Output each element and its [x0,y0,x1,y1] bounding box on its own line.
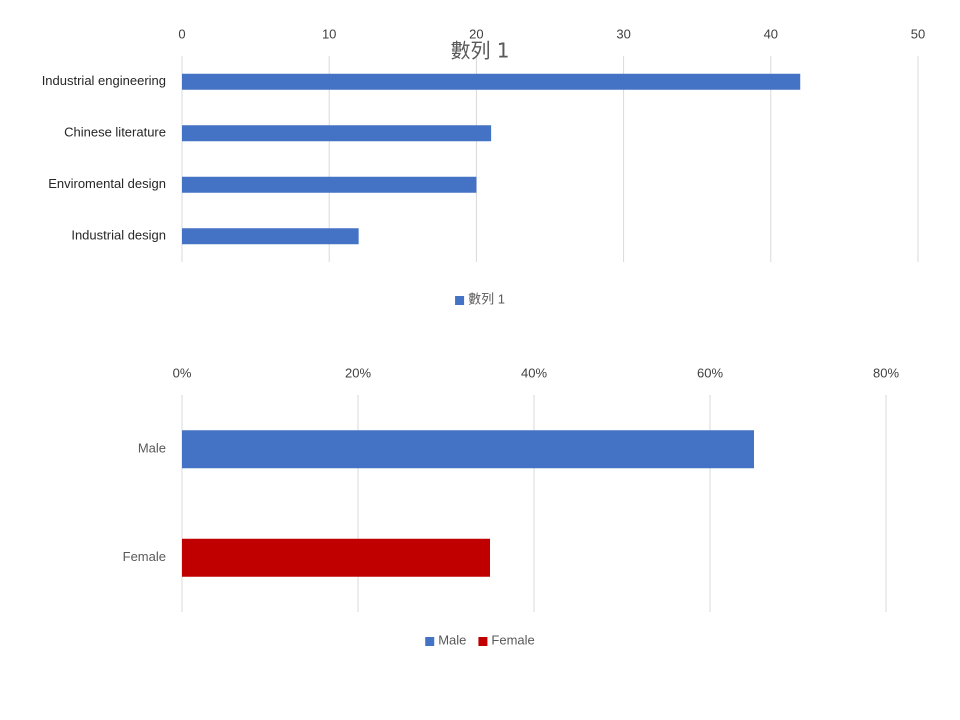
legend-label: 數列 1 [468,291,505,306]
x-tick-label: 30 [616,26,630,41]
y-tick-label: Female [123,549,166,564]
legend-label: Male [438,632,466,647]
x-tick-label: 40 [764,26,778,41]
y-tick-label: Chinese literature [64,125,166,140]
x-tick-label: 0 [178,26,185,41]
y-tick-label: Industrial design [71,228,166,243]
x-tick-label: 20% [345,365,371,380]
x-tick-label: 20 [469,26,483,41]
bar [182,176,477,193]
y-tick-label: Male [138,441,166,456]
bar [182,228,359,245]
bar [182,73,801,90]
x-tick-label: 60% [697,365,723,380]
legend-swatch [478,637,488,646]
legend-label: Female [491,632,534,647]
bar [182,430,754,469]
y-tick-label: Industrial engineering [42,73,166,88]
legend-swatch [455,296,465,305]
legend-swatch [425,637,435,646]
bar [182,125,492,142]
x-tick-label: 10 [322,26,336,41]
bar [182,538,490,577]
x-tick-label: 80% [873,365,899,380]
x-tick-label: 40% [521,365,547,380]
x-tick-label: 50 [911,26,925,41]
y-tick-label: Enviromental design [48,176,166,191]
x-tick-label: 0% [173,365,192,380]
chart-title: 數列 1 [450,39,509,63]
